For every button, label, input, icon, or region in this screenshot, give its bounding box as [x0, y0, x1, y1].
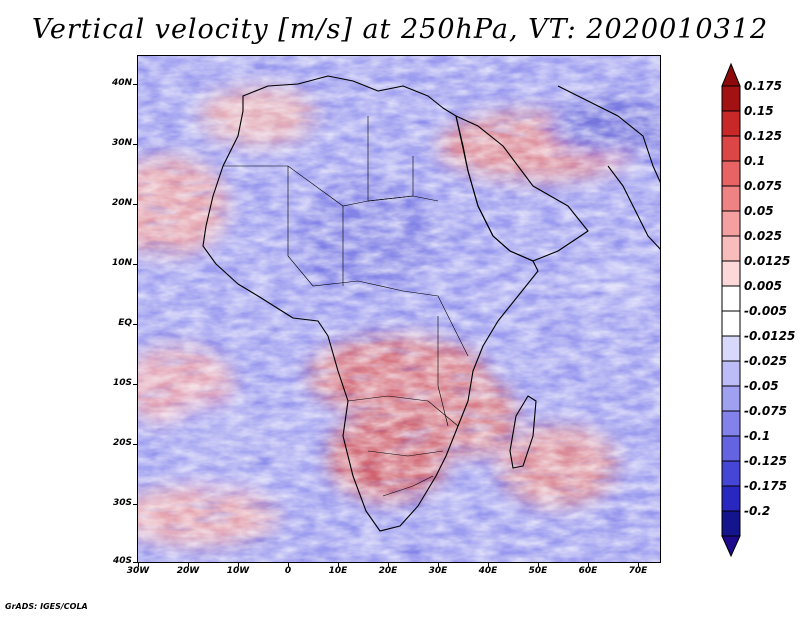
colorbar-box-16	[721, 485, 741, 512]
colorbar-label-10: -0.0125	[744, 329, 796, 343]
lat-label-20s: 20S	[112, 438, 132, 448]
lat-label-30n: 30N	[111, 138, 132, 148]
lat-label-40n: 40N	[111, 78, 132, 88]
colorbar-top-arrow	[721, 62, 741, 87]
credit-text: GrADS: IGES/COLA	[5, 602, 88, 611]
lon-label-70e: 70E	[628, 566, 648, 576]
lat-label-40s: 40S	[112, 556, 132, 566]
asia-coastline	[557, 85, 660, 183]
colorbar-label-11: -0.025	[744, 354, 787, 368]
map-title: Vertical velocity [m/s] at 250hPa, VT: 2…	[31, 14, 769, 45]
velocity-map[interactable]	[137, 55, 661, 563]
colorbar-label-2: 0.125	[744, 129, 782, 143]
lat-label-20n: 20N	[111, 198, 132, 208]
lat-label-10n: 10N	[111, 258, 132, 268]
colorbar-box-12	[721, 385, 741, 412]
colorbar-label-4: 0.075	[744, 179, 782, 193]
colorbar-box-0	[721, 85, 741, 112]
colorbar-box-1	[721, 110, 741, 137]
colorbar-label-9: -0.005	[744, 304, 787, 318]
colorbar-label-14: -0.1	[744, 429, 771, 443]
lon-label-60e: 60E	[578, 566, 598, 576]
colorbar-box-11	[721, 360, 741, 387]
country-borders	[223, 116, 469, 497]
lon-label-50e: 50E	[528, 566, 548, 576]
colorbar-bottom-arrow	[721, 535, 741, 558]
colorbar-box-14	[721, 435, 741, 462]
noise-texture	[138, 56, 660, 562]
arabia-coastline	[455, 115, 589, 262]
map-canvas	[138, 56, 660, 562]
lon-label-0: 0	[284, 566, 292, 576]
colorbar-box-8	[721, 285, 741, 312]
lon-label-30e: 30E	[428, 566, 448, 576]
colorbar-box-15	[721, 460, 741, 487]
colorbar-box-7	[721, 260, 741, 287]
colorbar-label-7: 0.0125	[744, 254, 791, 268]
colorbar-box-13	[721, 410, 741, 437]
colorbar-label-8: 0.005	[744, 279, 782, 293]
colorbar-box-10	[721, 335, 741, 362]
lat-label-30s: 30S	[112, 498, 132, 508]
colorbar-label-0: 0.175	[744, 79, 782, 93]
colorbar-box-3	[721, 160, 741, 187]
colorbar-label-1: 0.15	[744, 104, 774, 118]
coastlines	[202, 75, 660, 532]
colorbar-box-9	[721, 310, 741, 337]
colorbar-box-6	[721, 235, 741, 262]
colorbar-label-17: -0.2	[744, 504, 771, 518]
colorbar-box-5	[721, 210, 741, 237]
colorbar-label-12: -0.05	[744, 379, 779, 393]
colorbar-box-17	[721, 510, 741, 537]
colorbar-box-4	[721, 185, 741, 212]
colorbar-boxes	[721, 85, 741, 537]
lon-label-40e: 40E	[478, 566, 498, 576]
colorbar-label-5: 0.05	[744, 204, 774, 218]
colorbar-label-13: -0.075	[744, 404, 787, 418]
lon-label-20w: 20W	[176, 566, 200, 576]
madagascar-coastline	[509, 395, 537, 469]
colorbar-label-3: 0.1	[744, 154, 766, 168]
colorbar-box-2	[721, 135, 741, 162]
lon-label-10e: 10E	[328, 566, 348, 576]
colorbar-label-6: 0.025	[744, 229, 782, 243]
lat-label-eq: EQ	[118, 318, 132, 328]
lon-label-30w: 30W	[126, 566, 150, 576]
africa-coastline	[202, 75, 539, 532]
colorbar-label-16: -0.175	[744, 479, 787, 493]
lon-label-20e: 20E	[378, 566, 398, 576]
colorbar-label-15: -0.125	[744, 454, 787, 468]
india-coastline	[607, 165, 660, 250]
lon-label-10w: 10W	[226, 566, 250, 576]
lat-label-10s: 10S	[112, 378, 132, 388]
